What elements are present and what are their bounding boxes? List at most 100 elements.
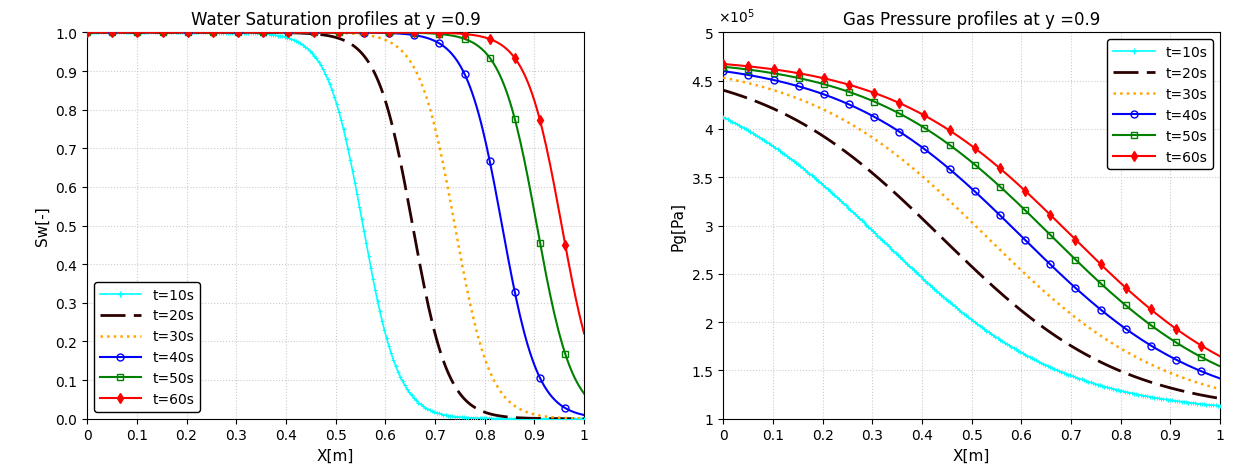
t=50s [1157, 332, 1172, 337]
t=30s [1213, 387, 1228, 392]
t=30s [1003, 258, 1018, 263]
t=20s [921, 223, 936, 228]
t=30s [285, 30, 300, 36]
X-axis label: X[m]: X[m] [952, 448, 990, 463]
t=40s [576, 412, 591, 418]
t=40s [1037, 256, 1052, 262]
t=10s [1152, 396, 1167, 401]
t=60s [1037, 207, 1052, 212]
t=60s [1157, 317, 1172, 323]
Line: t=50s: t=50s [720, 64, 1224, 370]
t=20s [1003, 299, 1018, 305]
Line: t=40s: t=40s [720, 69, 1224, 382]
t=10s [80, 30, 95, 36]
Line: t=40s: t=40s [83, 30, 588, 418]
t=40s [520, 342, 535, 347]
t=20s [279, 31, 294, 37]
t=10s [1160, 397, 1175, 403]
t=60s [1017, 188, 1032, 194]
t=30s [915, 174, 930, 180]
t=30s [80, 30, 95, 36]
t=30s [423, 108, 438, 114]
t=40s [1213, 376, 1228, 382]
Line: t=20s: t=20s [723, 91, 1220, 398]
t=30s [576, 416, 591, 421]
t=20s [915, 217, 930, 222]
t=20s [367, 71, 382, 77]
t=10s [1135, 393, 1150, 398]
t=50s [375, 30, 390, 36]
t=50s [936, 139, 951, 144]
t=10s [981, 329, 996, 335]
t=50s [382, 30, 397, 36]
t=10s [524, 416, 539, 422]
t=40s [80, 30, 95, 36]
t=40s [1017, 238, 1032, 243]
t=30s [716, 76, 731, 81]
Text: $\times 10^5$: $\times 10^5$ [718, 7, 754, 26]
Legend: t=10s, t=20s, t=30s, t=40s, t=50s, t=60s: t=10s, t=20s, t=30s, t=40s, t=50s, t=60s [95, 282, 200, 412]
t=60s [936, 124, 951, 130]
t=40s [1011, 231, 1026, 237]
t=20s [162, 30, 177, 36]
t=50s [716, 65, 731, 70]
t=10s [862, 225, 876, 230]
t=40s [1157, 350, 1172, 356]
Line: t=60s: t=60s [83, 30, 588, 337]
Line: t=50s: t=50s [83, 30, 588, 397]
t=40s [420, 36, 435, 41]
t=60s [576, 331, 591, 337]
t=30s [162, 30, 177, 36]
t=60s [520, 79, 535, 85]
t=40s [936, 162, 951, 168]
t=10s [215, 30, 230, 36]
Line: t=10s: t=10s [721, 116, 1223, 408]
t=50s [1056, 245, 1071, 250]
Line: t=10s: t=10s [85, 31, 586, 421]
t=50s [300, 30, 315, 36]
t=50s [520, 173, 535, 179]
t=10s [345, 169, 360, 175]
Line: t=30s: t=30s [87, 33, 584, 418]
t=10s [1213, 403, 1228, 409]
t=60s [1011, 183, 1026, 188]
t=60s [401, 30, 416, 36]
t=20s [716, 88, 731, 94]
Legend: t=10s, t=20s, t=30s, t=40s, t=50s, t=60s: t=10s, t=20s, t=30s, t=40s, t=50s, t=60s [1107, 40, 1213, 170]
t=40s [300, 30, 315, 36]
t=50s [576, 391, 591, 397]
X-axis label: X[m]: X[m] [317, 448, 355, 463]
t=30s [921, 179, 936, 185]
t=60s [80, 30, 95, 36]
t=30s [1059, 308, 1074, 314]
t=60s [300, 30, 315, 36]
t=10s [576, 416, 591, 422]
t=50s [1213, 364, 1228, 369]
t=30s [798, 99, 813, 105]
t=40s [716, 69, 731, 75]
t=20s [1213, 396, 1228, 401]
t=30s [557, 415, 571, 421]
t=60s [1213, 354, 1228, 359]
t=20s [576, 416, 591, 422]
Title: Water Saturation profiles at y =0.9: Water Saturation profiles at y =0.9 [190, 11, 481, 29]
t=30s [279, 30, 294, 36]
t=60s [420, 30, 435, 36]
t=30s [367, 35, 382, 40]
t=10s [716, 115, 731, 121]
t=40s [382, 31, 397, 37]
t=50s [401, 31, 416, 37]
t=50s [1017, 208, 1032, 214]
Y-axis label: Sw[-]: Sw[-] [35, 206, 50, 246]
t=60s [375, 30, 390, 36]
t=20s [1193, 392, 1208, 398]
Line: t=20s: t=20s [87, 33, 584, 419]
Line: t=60s: t=60s [720, 61, 1224, 360]
t=50s [1011, 202, 1026, 208]
t=10s [852, 216, 867, 221]
t=60s [1056, 225, 1071, 230]
t=20s [423, 312, 438, 318]
t=50s [1037, 226, 1052, 232]
t=10s [499, 416, 514, 422]
Y-axis label: Pg[Pa]: Pg[Pa] [671, 202, 686, 250]
